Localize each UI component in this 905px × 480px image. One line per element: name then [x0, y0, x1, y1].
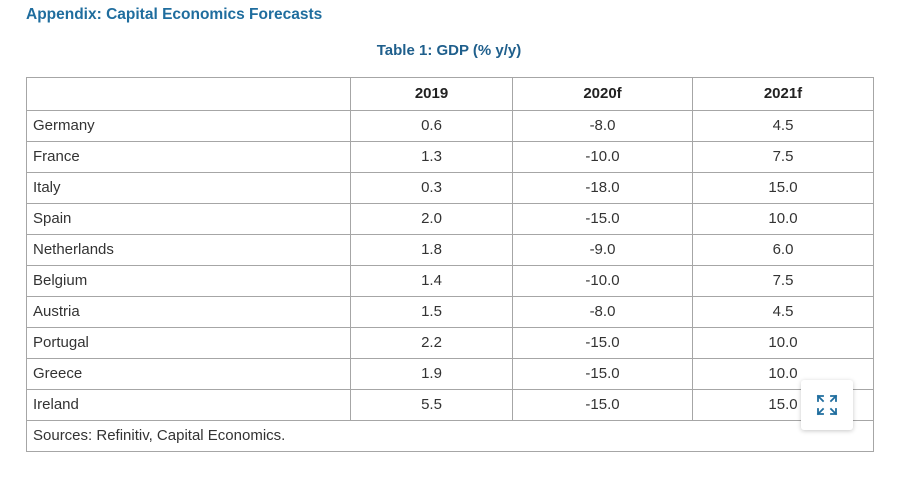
table-row: Germany 0.6 -8.0 4.5: [26, 110, 874, 142]
value-2021f: 15.0: [692, 172, 874, 204]
table-row: Netherlands 1.8 -9.0 6.0: [26, 234, 874, 266]
country-cell: Austria: [26, 296, 351, 328]
value-2019: 2.2: [350, 327, 513, 359]
country-cell: Greece: [26, 358, 351, 390]
country-cell: Portugal: [26, 327, 351, 359]
expand-button[interactable]: [801, 380, 853, 430]
value-2020f: -9.0: [512, 234, 693, 266]
table-row: Spain 2.0 -15.0 10.0: [26, 203, 874, 235]
value-2019: 0.3: [350, 172, 513, 204]
country-cell: Italy: [26, 172, 351, 204]
country-cell: Netherlands: [26, 234, 351, 266]
table-row: France 1.3 -10.0 7.5: [26, 141, 874, 173]
gdp-forecast-table: 2019 2020f 2021f Germany 0.6 -8.0 4.5 Fr…: [26, 77, 874, 452]
appendix-title: Appendix: Capital Economics Forecasts: [26, 6, 323, 23]
value-2021f: 4.5: [692, 110, 874, 142]
country-cell: Ireland: [26, 389, 351, 421]
table-caption: Table 1: GDP (% y/y): [376, 42, 522, 59]
value-2019: 1.5: [350, 296, 513, 328]
table-header-row: 2019 2020f 2021f: [26, 77, 874, 111]
header-country: [26, 77, 351, 111]
value-2019: 5.5: [350, 389, 513, 421]
value-2020f: -10.0: [512, 265, 693, 297]
table-row: Greece 1.9 -15.0 10.0: [26, 358, 874, 390]
value-2020f: -15.0: [512, 203, 693, 235]
header-2020f: 2020f: [512, 77, 693, 111]
country-cell: Germany: [26, 110, 351, 142]
country-cell: Spain: [26, 203, 351, 235]
value-2021f: 7.5: [692, 265, 874, 297]
country-cell: France: [26, 141, 351, 173]
value-2019: 2.0: [350, 203, 513, 235]
value-2021f: 6.0: [692, 234, 874, 266]
value-2019: 1.9: [350, 358, 513, 390]
value-2021f: 4.5: [692, 296, 874, 328]
value-2020f: -10.0: [512, 141, 693, 173]
value-2020f: -15.0: [512, 327, 693, 359]
value-2019: 1.4: [350, 265, 513, 297]
value-2020f: -8.0: [512, 296, 693, 328]
value-2021f: 10.0: [692, 327, 874, 359]
value-2020f: -15.0: [512, 389, 693, 421]
value-2020f: -8.0: [512, 110, 693, 142]
country-cell: Belgium: [26, 265, 351, 297]
value-2019: 1.3: [350, 141, 513, 173]
value-2020f: -18.0: [512, 172, 693, 204]
value-2019: 1.8: [350, 234, 513, 266]
header-2021f: 2021f: [692, 77, 874, 111]
table-row: Austria 1.5 -8.0 4.5: [26, 296, 874, 328]
expand-icon: [816, 394, 838, 416]
sources-row: Sources: Refinitiv, Capital Economics.: [26, 420, 874, 452]
sources-note: Sources: Refinitiv, Capital Economics.: [26, 420, 874, 452]
table-row: Portugal 2.2 -15.0 10.0: [26, 327, 874, 359]
table-row: Belgium 1.4 -10.0 7.5: [26, 265, 874, 297]
value-2021f: 10.0: [692, 203, 874, 235]
table-row: Ireland 5.5 -15.0 15.0: [26, 389, 874, 421]
table-row: Italy 0.3 -18.0 15.0: [26, 172, 874, 204]
value-2021f: 7.5: [692, 141, 874, 173]
value-2020f: -15.0: [512, 358, 693, 390]
value-2019: 0.6: [350, 110, 513, 142]
header-2019: 2019: [350, 77, 513, 111]
